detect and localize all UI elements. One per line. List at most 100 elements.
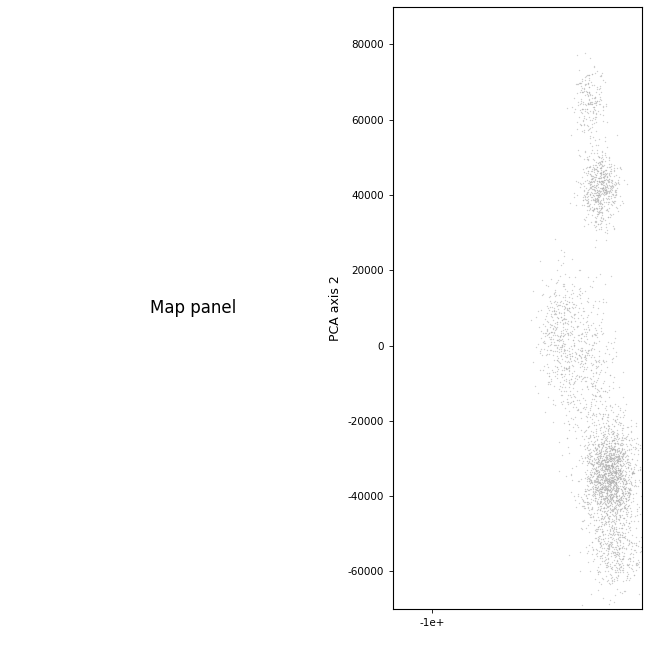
Point [586, 166, 596, 177]
Point [612, 571, 623, 582]
Point [620, 500, 630, 511]
Point [600, 497, 610, 508]
Point [615, 418, 626, 428]
Point [607, 481, 618, 492]
Point [593, 157, 603, 168]
Point [592, 362, 603, 372]
Point [584, 349, 594, 360]
Point [582, 479, 592, 490]
Point [608, 462, 618, 472]
Point [601, 459, 612, 470]
Point [584, 445, 595, 456]
Point [578, 403, 588, 414]
Point [542, 307, 552, 318]
Point [605, 184, 616, 195]
Point [580, 72, 590, 83]
Point [551, 322, 561, 333]
Point [613, 456, 624, 466]
Point [572, 50, 583, 61]
Point [584, 168, 595, 179]
Point [602, 463, 612, 474]
Point [610, 496, 620, 507]
Point [618, 538, 628, 548]
Point [599, 519, 609, 530]
Point [597, 464, 607, 475]
Point [610, 468, 621, 479]
Point [615, 498, 626, 509]
Point [617, 449, 627, 460]
Point [610, 440, 620, 451]
Point [531, 311, 541, 322]
Point [590, 464, 600, 475]
Point [616, 461, 626, 472]
Point [567, 370, 578, 381]
Point [546, 375, 556, 386]
Point [588, 468, 599, 479]
Point [555, 381, 565, 392]
Point [543, 379, 553, 389]
Point [599, 529, 610, 540]
Point [582, 326, 592, 337]
Point [620, 483, 630, 494]
Point [619, 542, 629, 553]
Point [632, 506, 643, 516]
Point [606, 426, 616, 437]
Point [607, 470, 617, 480]
Point [593, 419, 604, 429]
Point [605, 166, 615, 177]
Point [601, 152, 612, 162]
Point [583, 98, 593, 108]
Point [576, 425, 586, 436]
Point [624, 457, 635, 467]
Point [540, 338, 550, 348]
Point [622, 430, 633, 441]
Point [599, 475, 610, 485]
Point [622, 487, 633, 498]
Point [583, 272, 593, 282]
Point [595, 171, 605, 181]
Point [589, 182, 599, 193]
Point [607, 460, 617, 470]
Point [606, 441, 616, 451]
Point [597, 556, 607, 567]
Point [590, 436, 600, 446]
Point [597, 474, 608, 485]
Point [612, 455, 623, 465]
Point [611, 477, 622, 488]
Point [587, 502, 597, 512]
Point [607, 472, 618, 482]
Point [593, 532, 603, 542]
Point [582, 499, 592, 510]
Point [606, 490, 616, 500]
Point [613, 546, 624, 557]
Point [551, 339, 561, 350]
Point [591, 84, 602, 94]
Point [580, 398, 591, 409]
Point [614, 506, 625, 517]
Point [588, 177, 599, 187]
Point [567, 360, 578, 371]
Point [584, 477, 595, 488]
Point [603, 409, 613, 420]
Point [608, 455, 619, 465]
Point [610, 470, 621, 480]
Point [573, 403, 584, 414]
Point [615, 191, 626, 202]
Point [542, 326, 552, 336]
Point [591, 483, 602, 493]
Point [626, 537, 636, 548]
Point [548, 303, 559, 314]
Point [576, 104, 587, 115]
Point [615, 460, 626, 470]
Point [582, 473, 593, 483]
Point [615, 492, 626, 502]
Point [612, 451, 622, 461]
Point [600, 472, 610, 482]
Point [586, 97, 597, 107]
Point [624, 561, 634, 572]
Point [588, 446, 599, 457]
Point [608, 163, 619, 174]
Point [613, 409, 624, 419]
Point [594, 390, 605, 401]
Point [608, 171, 619, 181]
